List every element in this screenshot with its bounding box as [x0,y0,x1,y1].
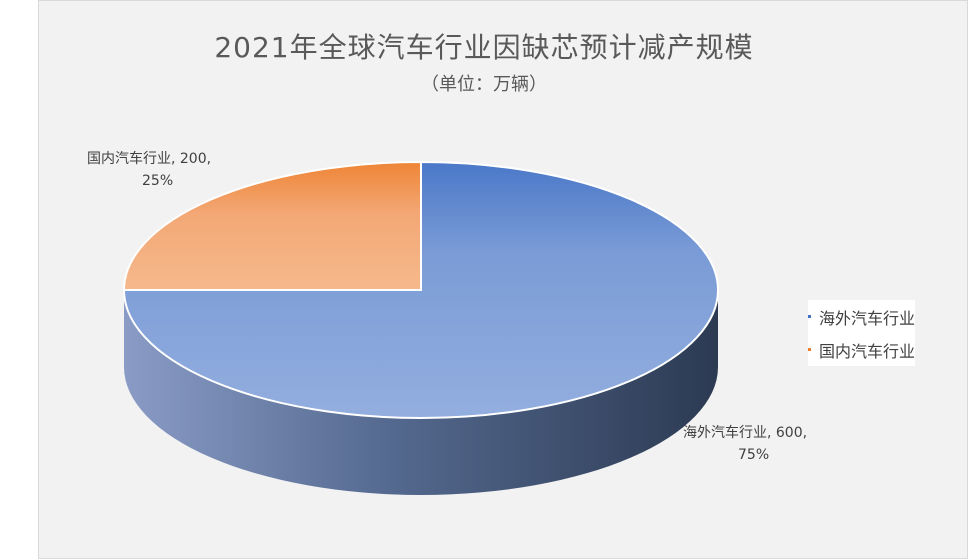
legend-swatch-domestic [808,348,811,351]
pie-slice-domestic[interactable] [122,160,422,291]
legend: 海外汽车行业 国内汽车行业 [808,300,916,366]
pie-side-wall [124,290,718,495]
chart-title: 2021年全球汽车行业因缺芯预计减产规模 [214,31,754,64]
chart-subtitle: （单位：万辆） [421,74,547,95]
legend-item-domestic[interactable]: 国内汽车行业 [808,333,915,366]
data-label-overseas-line2: 75% [738,447,770,463]
data-label-domestic-line1: 国内汽车行业, 200, [87,151,212,167]
data-label-overseas-line1: 海外汽车行业, 600, [683,425,808,441]
pie-slice-overseas[interactable] [122,160,719,419]
legend-swatch-overseas [808,315,811,318]
data-label-overseas: 海外汽车行业, 600, 75% [683,422,807,466]
data-label-domestic: 国内汽车行业, 200, 25% [87,148,211,192]
legend-item-overseas[interactable]: 海外汽车行业 [808,300,915,333]
data-label-domestic-line2: 25% [142,173,174,189]
legend-label-domestic: 国内汽车行业 [819,341,916,361]
legend-label-overseas: 海外汽车行业 [819,308,916,328]
